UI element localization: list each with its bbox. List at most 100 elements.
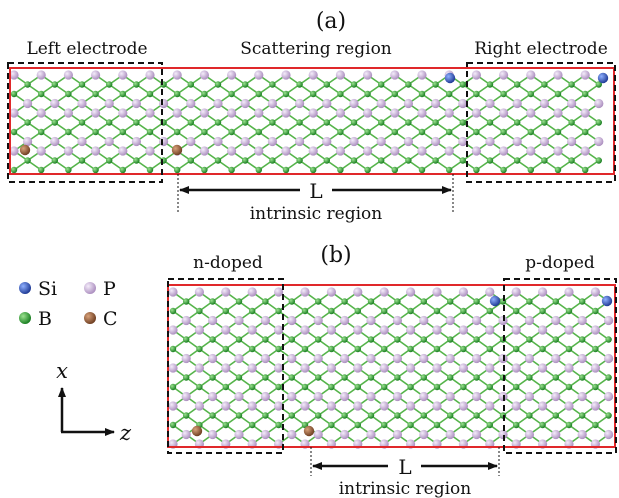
phosphorus-atom (376, 98, 386, 109)
boron-atom (255, 128, 262, 136)
boron-atom (447, 412, 454, 419)
phosphorus-atom (431, 136, 441, 147)
boron-atom (196, 383, 203, 391)
length-label-a: L (309, 179, 322, 203)
boron-atom (78, 81, 86, 88)
phosphorus-atom (23, 136, 33, 147)
boron-atom (106, 81, 113, 88)
phosphorus-atom (181, 429, 191, 440)
boron-atom (288, 298, 295, 305)
phosphorus-atom (564, 287, 574, 297)
boron-atom (262, 336, 269, 343)
boron-atom (420, 374, 427, 381)
boron-atom (513, 345, 520, 353)
boron-atom (394, 412, 401, 419)
panel-b: (b) n-doped p-doped L intrinsic region (167, 243, 617, 498)
boron-atom (183, 374, 190, 381)
boron-atom (367, 412, 375, 419)
boron-atom (526, 298, 533, 305)
boron-atom (500, 166, 507, 174)
phosphorus-atom (208, 429, 218, 440)
phosphorus-atom (604, 315, 614, 326)
phosphorus-atom (221, 325, 231, 335)
boron-atom (486, 307, 493, 315)
phosphorus-atom (524, 353, 535, 364)
phosphorus-atom (432, 287, 442, 297)
atom-layer (9, 70, 609, 174)
phosphorus-atom (419, 315, 429, 326)
phosphorus-atom (227, 70, 237, 80)
boron-atom (310, 166, 317, 174)
phosphorus-atom (267, 98, 277, 109)
boron-atom (565, 383, 573, 391)
phosphorus-atom (406, 401, 416, 411)
boron-atom (407, 421, 414, 429)
phosphorus-atom (366, 391, 376, 402)
boron-atom (554, 166, 562, 174)
boron-atom (24, 119, 31, 126)
boron-atom (341, 374, 348, 381)
boron-atom (119, 90, 127, 98)
phosphorus-atom (445, 353, 455, 364)
boron-atom (262, 374, 269, 381)
boron-atom (433, 345, 441, 353)
boron-atom (565, 307, 573, 315)
boron-atom (527, 128, 534, 136)
phosphorus-atom (208, 315, 218, 326)
phosphorus-atom (363, 70, 373, 80)
boron-atom (269, 157, 276, 164)
phosphorus-atom (340, 391, 350, 402)
boron-atom (460, 345, 467, 353)
phosphorus-atom (366, 429, 376, 440)
boron-atom (78, 119, 86, 126)
phosphorus-atom (308, 108, 318, 118)
phosphorus-atom (168, 325, 178, 335)
carbon-dopant-atom (19, 144, 31, 156)
phosphorus-atom (379, 401, 389, 411)
phosphorus-atom (313, 391, 323, 402)
phosphorus-atom (145, 70, 155, 80)
boron-atom (354, 383, 361, 391)
phosphorus-atom (577, 391, 587, 402)
boron-atom (381, 307, 388, 315)
boron-atom (222, 383, 229, 391)
boron-atom (196, 307, 203, 315)
phosphorus-atom (353, 363, 363, 373)
phosphorus-atom (363, 108, 373, 118)
boron-atom (106, 119, 113, 126)
boron-atom (486, 119, 494, 126)
phosphorus-atom (511, 401, 521, 411)
carbon-dopant-atom (191, 425, 203, 437)
boron-atom (196, 345, 203, 353)
phosphorus-atom (9, 146, 19, 156)
phosphorus-atom (366, 353, 376, 364)
boron-atom (296, 119, 303, 126)
phosphorus-atom (564, 401, 574, 411)
phosphorus-atom (208, 391, 218, 402)
boron-atom (310, 90, 317, 98)
phosphorus-atom (313, 315, 323, 326)
phosphorus-atom (392, 429, 402, 440)
phosphorus-atom (590, 325, 601, 335)
boron-atom (500, 128, 507, 136)
boron-atom (350, 157, 358, 164)
silicon-atom-icon (19, 282, 31, 294)
phosphorus-atom (444, 108, 454, 118)
phosphorus-atom (234, 391, 244, 402)
phosphorus-atom (403, 98, 413, 109)
phosphorus-atom (417, 70, 427, 80)
boron-atom (169, 421, 177, 429)
boron-atom (354, 345, 361, 353)
phosphorus-atom (213, 98, 223, 109)
phosphorus-atom (36, 146, 46, 156)
phosphorus-atom (274, 325, 284, 335)
boron-atom (367, 374, 375, 381)
phosphorus-atom (390, 70, 400, 80)
phosphorus-atom (553, 146, 563, 156)
phosphorus-atom (295, 136, 305, 147)
boron-atom (310, 128, 317, 136)
boron-atom (133, 157, 140, 164)
boron-atom (405, 157, 412, 164)
legend-label-c: C (103, 308, 118, 330)
boron-atom (209, 298, 216, 305)
